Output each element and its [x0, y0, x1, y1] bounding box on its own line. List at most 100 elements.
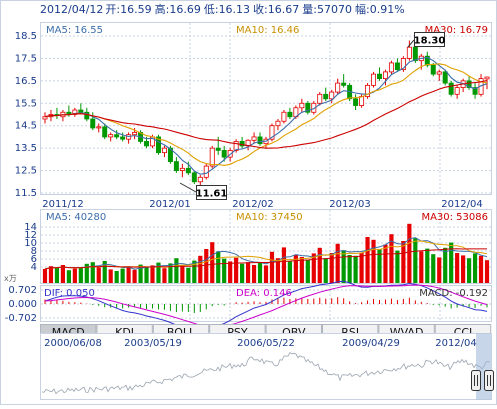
candle-body — [472, 87, 478, 95]
candle-body — [400, 58, 406, 71]
price-panel: 18.5 17.5 16.5 15.5 14.5 13.5 12.5 11.5 2011/12… — [15, 22, 492, 210]
timeline-navigator[interactable]: 2000/06/08 2003/05/19 2006/05/22 2009/04/29… — [40, 333, 494, 400]
price-y-tick: 18.5 — [15, 31, 37, 42]
volume-bar — [138, 264, 143, 283]
volume-bar — [431, 254, 436, 283]
timeline-right-handle[interactable] — [484, 370, 494, 391]
timeline-label: 2006/05/22 — [237, 338, 295, 349]
candle-body — [329, 91, 335, 100]
volume-bar — [383, 244, 388, 283]
volume-y-tick: 4 — [31, 262, 37, 273]
volume-bar — [389, 234, 394, 283]
volume-bar — [449, 242, 454, 283]
candle-body — [323, 93, 329, 100]
price-y-tick: 15.5 — [15, 98, 37, 109]
candle-body — [102, 126, 108, 138]
candle-body — [173, 161, 179, 171]
candle-body — [388, 62, 394, 73]
candle-body — [114, 134, 120, 138]
quote-header: 2012/04/12 开:16.59 高:16.69 低:16.13 收:16.67 量:… — [40, 2, 405, 16]
price-panel-frame — [40, 22, 492, 195]
candle-body — [42, 116, 48, 120]
volume-y-tick: 8 — [31, 246, 37, 257]
volume-bar — [245, 262, 251, 283]
dif-line — [44, 280, 488, 333]
candle-body — [484, 76, 490, 80]
candle-body — [275, 120, 281, 127]
volume-bar — [455, 253, 460, 283]
volume-bars — [42, 223, 490, 283]
candle-body — [341, 82, 347, 86]
candle-body — [394, 62, 400, 71]
timeline-labels: 2000/06/08 2003/05/19 2006/05/22 2009/04/29… — [44, 338, 477, 349]
volume-bar — [341, 250, 346, 283]
candle-body — [257, 136, 263, 145]
candles — [42, 40, 490, 191]
volume-bar — [365, 237, 370, 283]
candle-body — [269, 125, 275, 140]
macd-y-tick: 0.702 — [8, 285, 37, 296]
candle-body — [287, 111, 293, 118]
volume-bar — [126, 266, 131, 283]
candle-body — [442, 71, 448, 84]
candle-body — [436, 71, 442, 75]
candle-body — [185, 167, 191, 174]
volume-bar — [472, 253, 478, 283]
volume-bar — [287, 261, 292, 283]
volume-bar — [419, 251, 424, 283]
volume-bar — [96, 267, 101, 283]
volume-bar — [359, 252, 364, 283]
timeline-label: 2000/06/08 — [44, 338, 102, 349]
volume-bar — [66, 270, 71, 283]
volume-ma10-label: MA10: 37450 — [236, 212, 303, 223]
volume-bar — [228, 261, 233, 283]
volume-bar — [192, 260, 197, 283]
volume-bar — [120, 268, 125, 283]
candle-body — [305, 102, 311, 113]
candle-body — [167, 147, 173, 162]
volume-bar — [60, 265, 65, 283]
candle-body — [406, 46, 412, 59]
volume-bar — [467, 258, 472, 283]
volume-bar — [461, 255, 466, 283]
volume-bar — [347, 255, 352, 283]
ma30-line — [44, 80, 488, 149]
volume-y-tick: 12 — [24, 230, 37, 241]
candle-body — [72, 109, 78, 115]
low-marker-box — [196, 185, 227, 200]
volume-bar — [335, 243, 340, 283]
candle-body — [412, 46, 418, 62]
candle-body — [466, 80, 472, 88]
volume-bar — [216, 251, 221, 283]
candle-body — [197, 176, 203, 183]
volume-bar — [204, 249, 209, 283]
volume-bar — [377, 249, 382, 283]
volume-bar — [305, 259, 310, 283]
volume-bar — [443, 247, 448, 283]
timeline-label: 2012/04 — [435, 338, 477, 349]
timeline-left-handle[interactable] — [471, 370, 481, 391]
volume-bar — [240, 263, 245, 283]
volume-bar — [150, 265, 155, 283]
macd-value-label: MACD: -0.192 — [419, 288, 488, 299]
volume-y-tick: 14 — [24, 222, 37, 233]
volume-bar — [54, 267, 60, 283]
volume-bar — [281, 247, 287, 283]
candle-body — [454, 87, 460, 95]
volume-bar — [401, 241, 406, 283]
high-marker-label: 18.30 — [414, 36, 446, 47]
price-y-tick: 12.5 — [15, 166, 37, 177]
candle-body — [221, 149, 227, 158]
svg-text:2012/04/12开:16.59高:16.69低:16.1: 2012/04/12 开:16.59 高:16.69 低:16.13 收:16.67 量:… — [40, 2, 405, 16]
macd-y-ticks: 0.702 0.000 -0.702 — [5, 285, 37, 324]
price-y-tick: 11.5 — [15, 188, 37, 199]
volume-bar — [317, 247, 322, 283]
volume-bar — [251, 265, 257, 283]
volume-bar — [437, 257, 442, 283]
candle-body — [132, 132, 138, 136]
high-marker: 18.30 — [407, 32, 446, 48]
volume-bar — [425, 248, 430, 283]
volume-bar — [395, 250, 400, 283]
timeline-history-line — [41, 352, 491, 395]
